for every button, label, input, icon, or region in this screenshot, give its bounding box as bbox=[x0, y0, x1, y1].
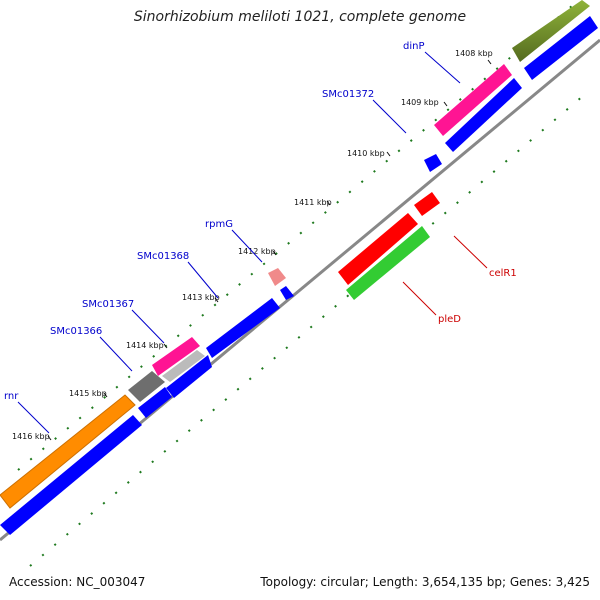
gene-label-SMc01366: SMc01366 bbox=[50, 326, 102, 337]
gene-label-rpmG: rpmG bbox=[205, 219, 233, 230]
accession-text: Accession: NC_003047 bbox=[9, 575, 146, 589]
tick-label: 1410 kbp bbox=[347, 149, 385, 158]
tick-label: 1416 kbp bbox=[12, 432, 50, 441]
gene-label-SMc01367: SMc01367 bbox=[82, 299, 134, 310]
gene-SMc01367-gray bbox=[162, 350, 205, 382]
gene-rpmG-pink bbox=[268, 268, 286, 286]
gene-SMc01367-pink bbox=[152, 337, 200, 376]
cds-features bbox=[0, 16, 598, 535]
tick-label: 1414 kbp bbox=[126, 341, 164, 350]
genome-summary-text: Topology: circular; Length: 3,654,135 bp… bbox=[260, 575, 590, 589]
map-title: Sinorhizobium meliloti 1021, complete ge… bbox=[133, 9, 467, 25]
tick-marks bbox=[47, 59, 492, 441]
gene-labels: dinP SMc01372 rpmG SMc01368 SMc01367 SMc… bbox=[4, 41, 517, 402]
gene-label-SMc01368: SMc01368 bbox=[137, 251, 189, 262]
gene-label-SMc01372: SMc01372 bbox=[322, 89, 374, 100]
gene-label-celR1: celR1 bbox=[489, 268, 517, 279]
gc-dotted-rings bbox=[17, 0, 591, 567]
gene-SMc01366-gray bbox=[128, 371, 165, 402]
tick-label: 1413 kbp bbox=[182, 293, 220, 302]
gene-leader-lines bbox=[17, 51, 488, 434]
forward-strand-features bbox=[0, 0, 590, 509]
tick-label: 1412 kbp bbox=[238, 247, 276, 256]
tick-label: 1411 kbp bbox=[294, 198, 332, 207]
tick-label: 1409 kbp bbox=[401, 98, 439, 107]
tick-labels: 1408 kbp 1409 kbp 1410 kbp 1411 kbp 1412… bbox=[12, 49, 493, 441]
gene-label-dinP: dinP bbox=[403, 41, 425, 52]
gene-label-pleD: pleD bbox=[438, 314, 461, 325]
gene-label-rnr: rnr bbox=[4, 391, 19, 402]
gene-celR1-b bbox=[338, 213, 418, 285]
reverse-strand-features bbox=[338, 192, 440, 300]
gene-pleD bbox=[346, 226, 430, 300]
tick-label: 1415 kbp bbox=[69, 389, 107, 398]
gene-celR1-a bbox=[414, 192, 440, 216]
gene-rnr-orange bbox=[0, 394, 136, 509]
gene-dinP-pink bbox=[434, 64, 512, 136]
gene-olive bbox=[512, 0, 590, 62]
tick-label: 1408 kbp bbox=[455, 49, 493, 58]
